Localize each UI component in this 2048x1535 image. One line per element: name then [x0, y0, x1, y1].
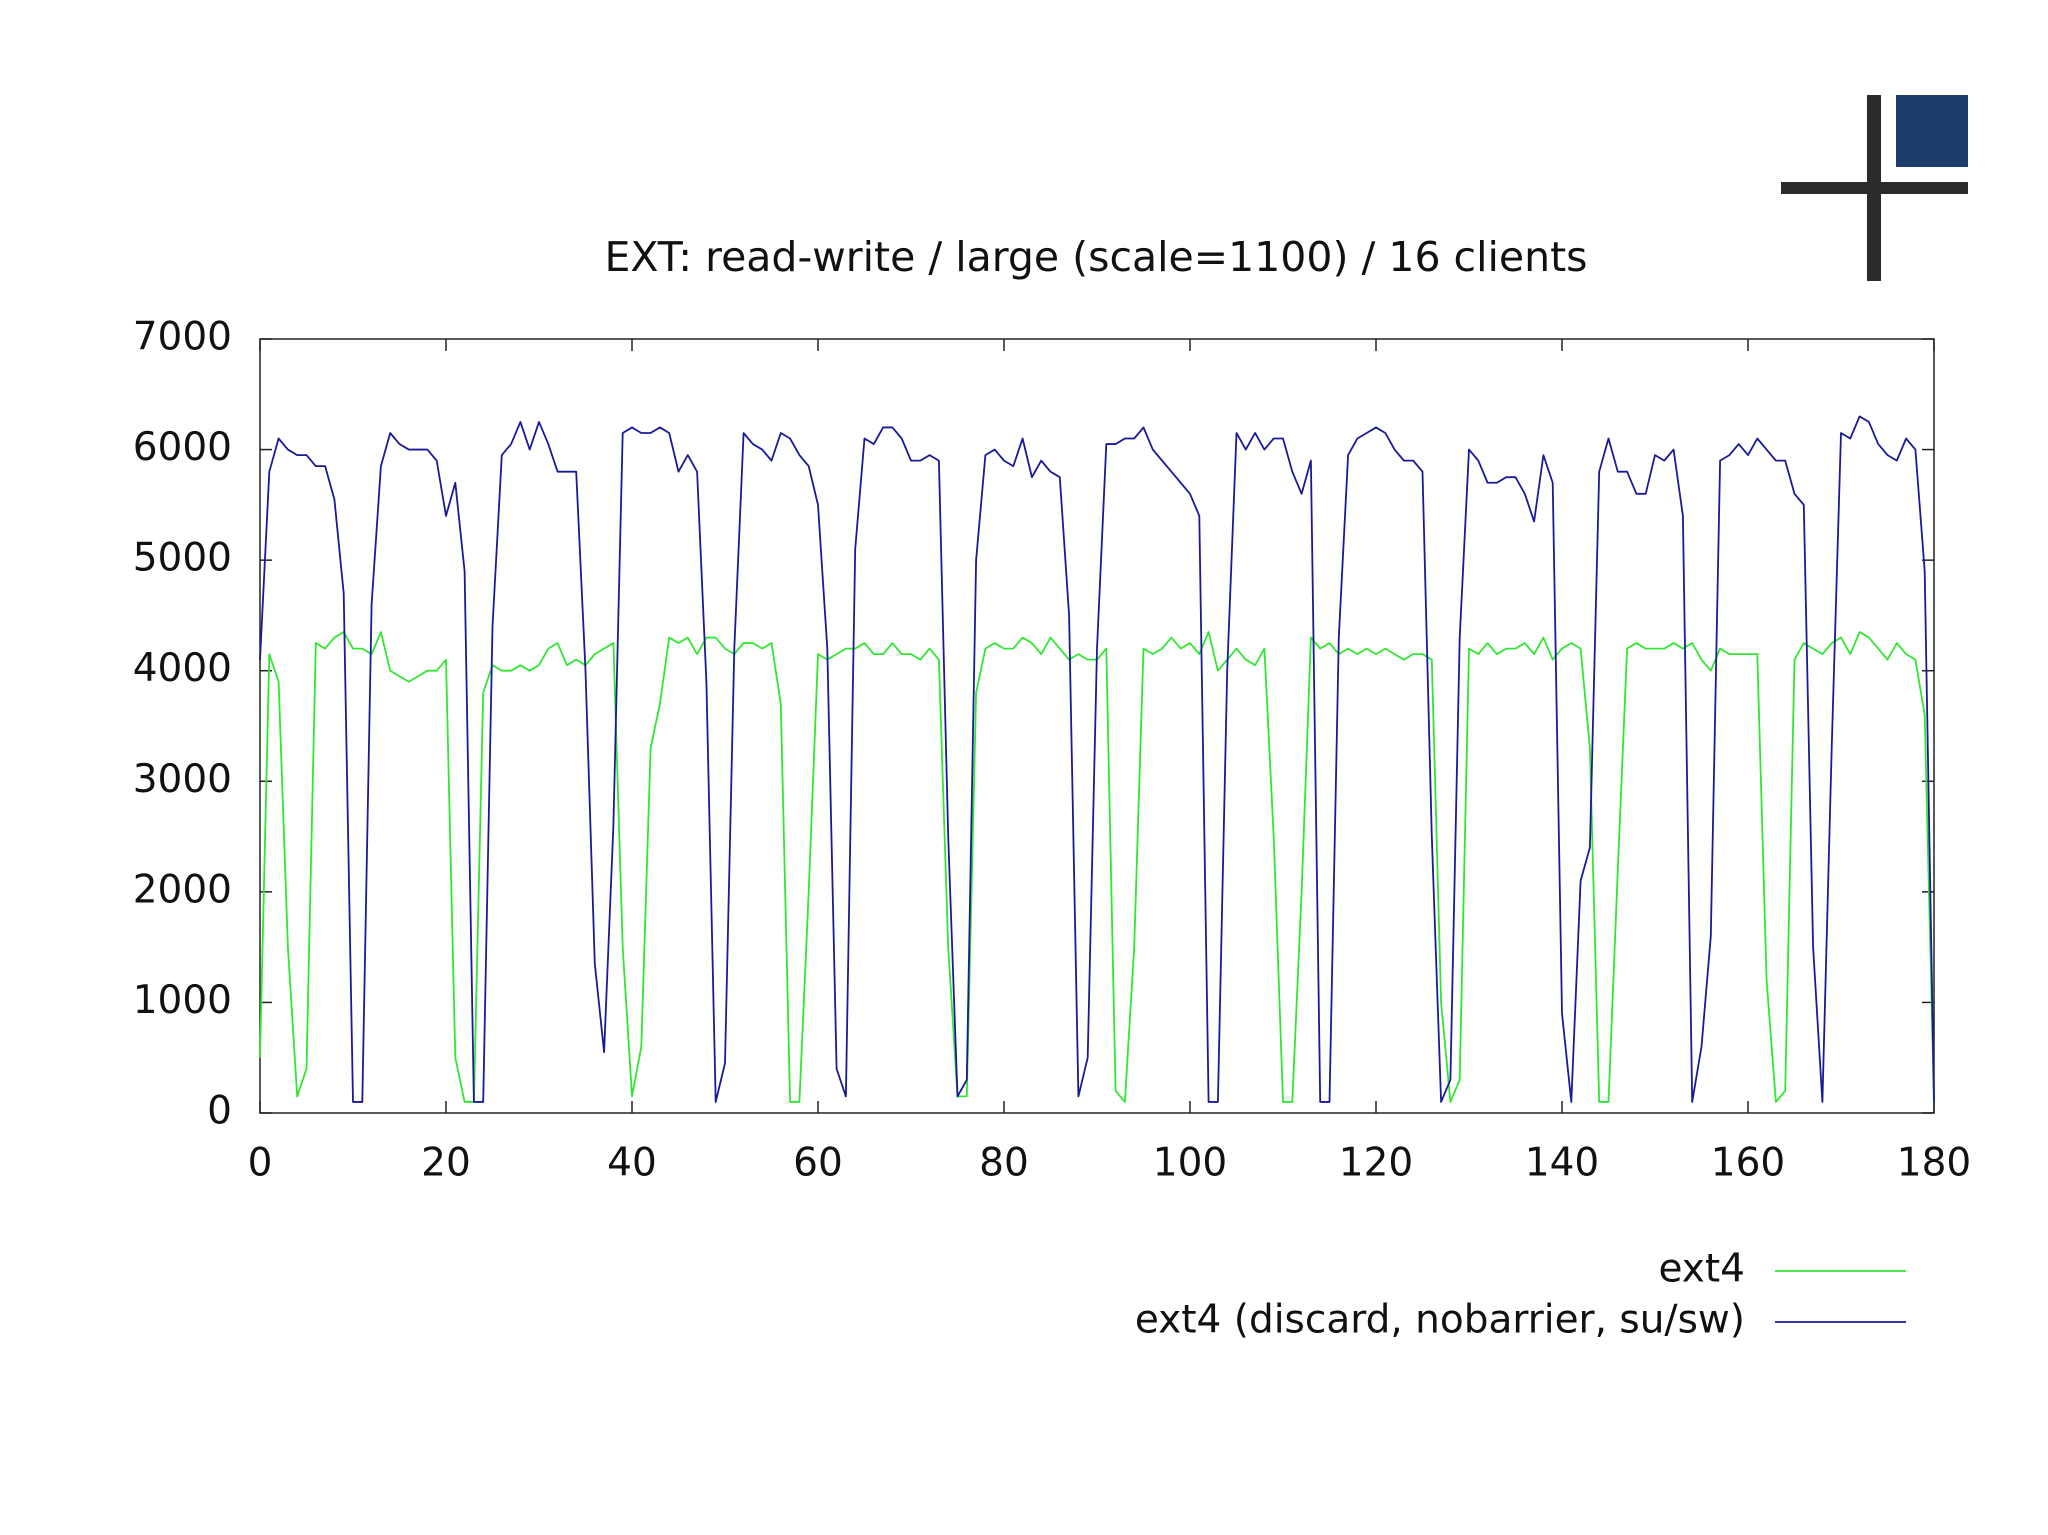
y-tick-label: 5000: [133, 536, 232, 581]
x-tick-label: 60: [793, 1141, 843, 1186]
logo: [1781, 95, 1968, 281]
chart-title: EXT: read-write / large (scale=1100) / 1…: [604, 233, 1587, 281]
logo-square: [1896, 95, 1968, 167]
y-tick-label: 6000: [133, 425, 232, 470]
x-tick-label: 140: [1525, 1141, 1599, 1186]
x-tick-label: 0: [248, 1141, 273, 1186]
x-tick-label: 100: [1153, 1141, 1227, 1186]
legend-label: ext4 (discard, nobarrier, su/sw): [1135, 1298, 1745, 1343]
x-tick-label: 160: [1711, 1141, 1785, 1186]
x-tick-label: 80: [979, 1141, 1029, 1186]
y-tick-label: 0: [207, 1089, 232, 1134]
y-tick-label: 4000: [133, 646, 232, 691]
data-line: [259, 415, 1935, 1103]
data-line: [259, 631, 1935, 1103]
y-tick-label: 7000: [133, 315, 232, 360]
x-tick-label: 20: [421, 1141, 471, 1186]
y-tick-label: 1000: [133, 978, 232, 1023]
x-tick-label: 40: [607, 1141, 657, 1186]
x-tick-label: 180: [1897, 1141, 1971, 1186]
logo-bar: [1781, 182, 1968, 194]
x-tick-label: 120: [1339, 1141, 1413, 1186]
legend-label: ext4: [1659, 1247, 1746, 1292]
plot-frame: [259, 338, 1935, 1114]
y-tick-label: 3000: [133, 757, 232, 802]
y-tick-label: 2000: [133, 867, 232, 912]
